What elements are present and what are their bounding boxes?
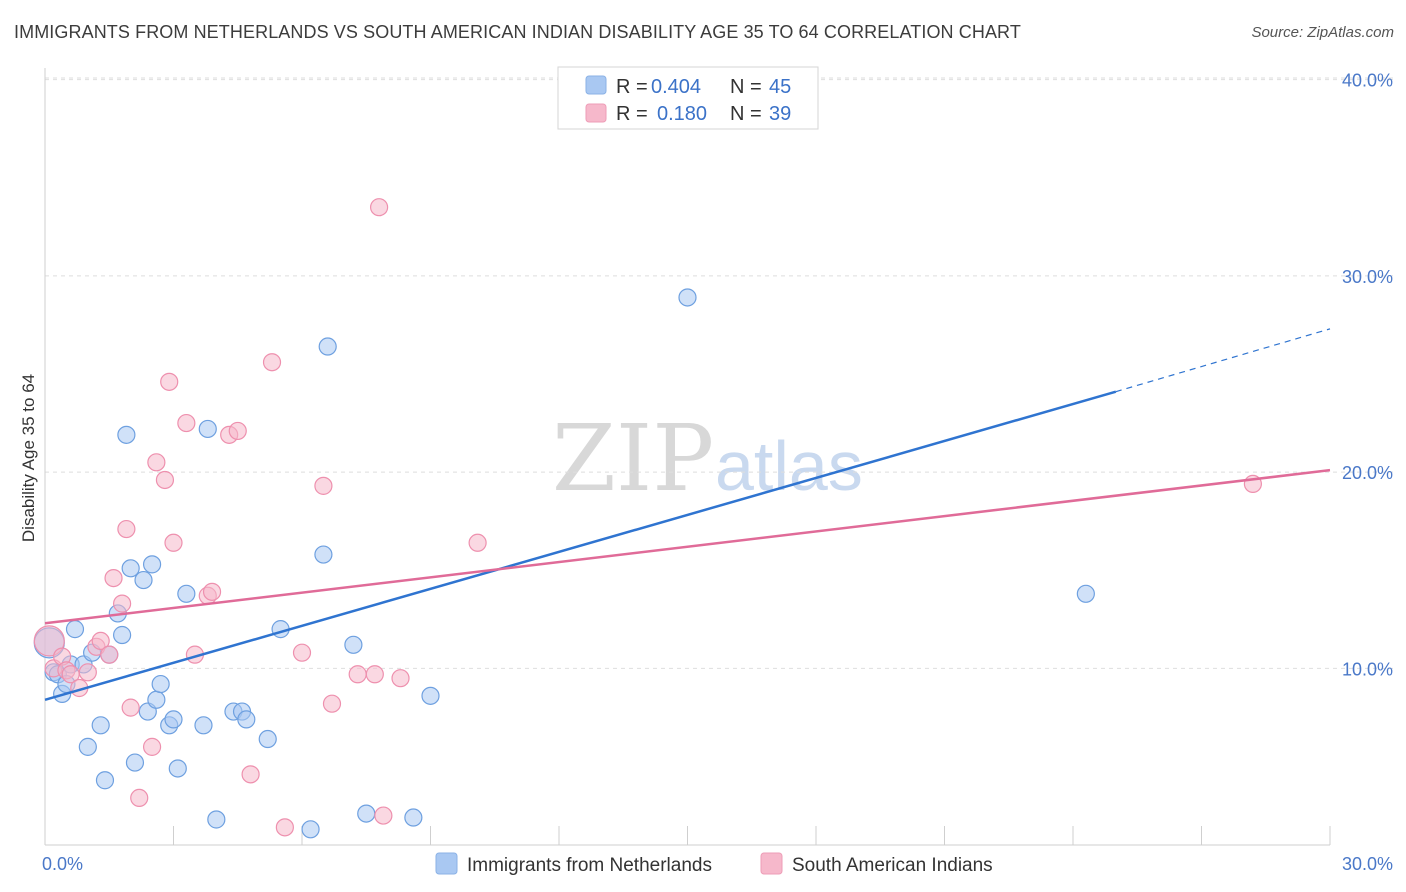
point-south-american [121,698,140,717]
point-netherlands [404,808,423,827]
point-south-american [275,818,294,837]
gridlines [45,77,1395,669]
point-south-american [130,788,149,808]
point-netherlands [121,559,140,578]
point-netherlands [678,288,697,307]
point-netherlands [318,337,337,356]
legend-n-label-2: N = [730,103,762,125]
trend-line-netherlands-extension [1115,328,1331,393]
point-netherlands [134,570,153,590]
point-netherlands [164,710,183,729]
point-south-american [142,737,162,756]
x-tick-label: 0.0% [42,854,83,874]
y-tick-label: 20.0% [1342,463,1393,483]
legend-r-label-2: R = [616,103,648,125]
point-netherlands [1076,584,1095,603]
point-south-american [104,568,123,588]
bottom-legend-swatch-netherlands [435,852,458,875]
point-south-american [164,533,183,552]
point-netherlands [421,686,440,705]
point-south-american [160,372,179,391]
point-netherlands [125,753,145,772]
point-south-american [91,631,110,651]
x-tick-label: 30.0% [1342,854,1393,874]
legend-r-value-1: 0.404 [651,76,701,98]
point-netherlands [168,759,187,778]
point-netherlands [117,425,136,444]
legend-n-value-1: 45 [769,76,791,98]
bottom-legend-swatch-south-american [760,852,783,875]
point-south-american [155,470,175,490]
source-attribution: Source: ZipAtlas.com [1251,24,1394,41]
point-netherlands [151,674,170,694]
series-legend: Immigrants from Netherlands South Americ… [435,852,993,876]
point-south-american [365,665,384,684]
point-netherlands [237,710,256,729]
x-tick-labels: 0.0% 30.0% [42,854,1393,874]
trend-line-south-american [44,468,1331,625]
point-south-american [262,353,282,372]
data-points [33,80,1263,839]
stats-legend: R = 0.404 N = 45 R = 0.180 N = 39 [557,66,819,130]
point-south-american [370,198,389,217]
legend-r-value-2: 0.180 [657,103,707,125]
point-south-american [241,765,260,784]
point-netherlands [78,737,97,756]
y-tick-label: 40.0% [1342,71,1393,91]
point-south-american [228,421,247,441]
point-netherlands [147,690,166,709]
legend-n-label-1: N = [730,76,762,98]
point-netherlands [112,625,132,645]
point-netherlands [198,419,217,439]
bottom-legend-label-south-american: South American Indians [792,855,993,876]
point-netherlands [207,810,226,829]
watermark-zip: ZIP [552,405,714,512]
point-netherlands [65,620,85,639]
point-netherlands [142,555,162,574]
point-netherlands [95,771,115,790]
watermark-atlas: atlas [715,427,863,505]
point-netherlands [314,545,333,564]
point-south-american [292,643,312,662]
point-south-american [202,582,222,601]
legend-n-value-2: 39 [769,103,791,125]
legend-r-label-1: R = [616,76,648,98]
chart-title: IMMIGRANTS FROM NETHERLANDS VS SOUTH AME… [14,22,1021,42]
point-south-american [78,663,97,682]
point-south-american [117,519,136,539]
legend-swatch-netherlands [585,75,607,95]
point-netherlands [177,584,196,603]
point-south-american [147,453,166,472]
point-south-american [391,669,410,688]
point-south-american [100,645,119,664]
trend-lines [44,328,1331,701]
point-netherlands [91,716,110,735]
y-axis-label: Disability Age 35 to 64 [19,374,38,542]
point-south-american [33,625,65,657]
point-netherlands [301,820,320,839]
trend-line-netherlands [44,390,1117,701]
y-tick-label: 10.0% [1342,659,1393,679]
bottom-legend-label-netherlands: Immigrants from Netherlands [467,855,712,876]
point-south-american [314,476,333,495]
point-south-american [177,413,196,433]
point-netherlands [194,716,213,735]
point-south-american [468,533,487,552]
y-tick-label: 30.0% [1342,267,1393,287]
point-south-american [374,806,393,825]
point-netherlands [357,804,376,823]
point-netherlands [344,635,363,654]
point-netherlands [258,729,277,749]
point-south-american [322,694,342,713]
point-south-american [112,594,132,613]
legend-swatch-south-american [585,103,607,123]
point-south-american [348,665,367,684]
y-tick-labels: 10.0% 20.0% 30.0% 40.0% [1342,71,1393,680]
axes [44,68,1331,846]
